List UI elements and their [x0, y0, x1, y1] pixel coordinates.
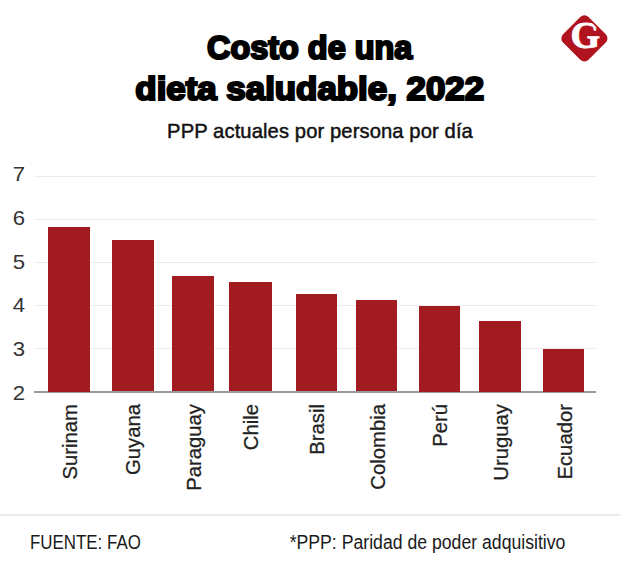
svg-text:G: G	[571, 14, 601, 56]
